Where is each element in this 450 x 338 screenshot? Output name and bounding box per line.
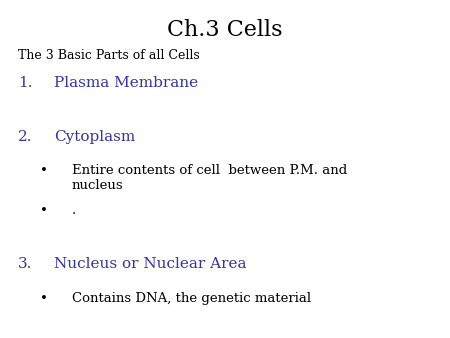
Text: Plasma Membrane: Plasma Membrane <box>54 76 198 90</box>
Text: Contains DNA, the genetic material: Contains DNA, the genetic material <box>72 292 311 305</box>
Text: •: • <box>40 292 49 305</box>
Text: •: • <box>40 164 49 177</box>
Text: Entire contents of cell  between P.M. and
nucleus: Entire contents of cell between P.M. and… <box>72 164 347 192</box>
Text: 3.: 3. <box>18 257 32 271</box>
Text: 2.: 2. <box>18 130 32 144</box>
Text: The 3 Basic Parts of all Cells: The 3 Basic Parts of all Cells <box>18 49 200 62</box>
Text: •: • <box>40 204 49 217</box>
Text: .: . <box>72 204 76 217</box>
Text: Nucleus or Nuclear Area: Nucleus or Nuclear Area <box>54 257 247 271</box>
Text: Ch.3 Cells: Ch.3 Cells <box>167 19 283 41</box>
Text: 1.: 1. <box>18 76 32 90</box>
Text: Cytoplasm: Cytoplasm <box>54 130 135 144</box>
